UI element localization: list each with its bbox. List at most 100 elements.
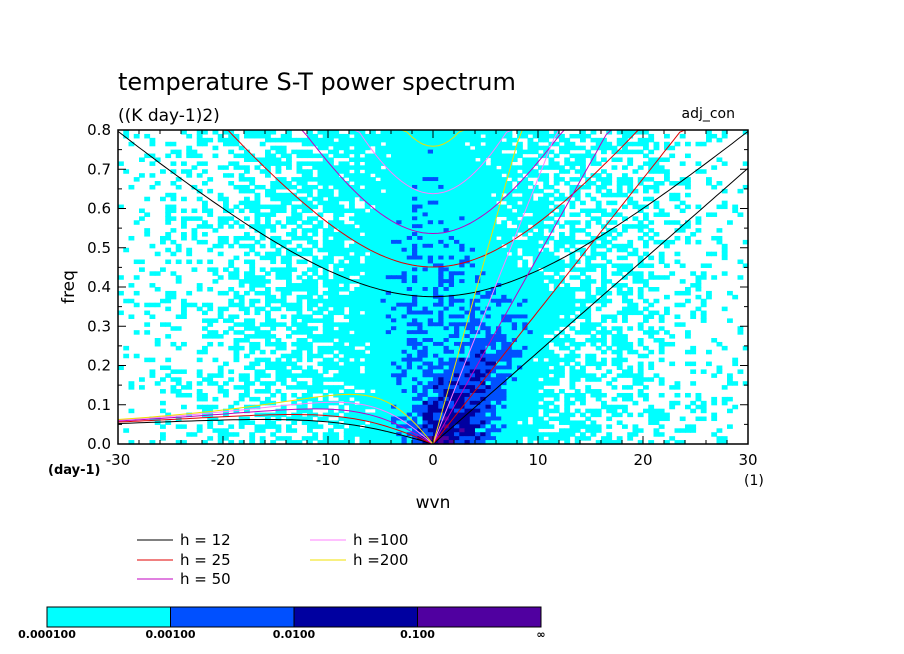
contour-cell <box>265 294 271 300</box>
contour-cell <box>391 353 397 359</box>
contour-cell <box>569 251 576 257</box>
contour-cell <box>648 330 655 335</box>
contour-cell <box>454 404 460 410</box>
contour-cell <box>359 338 366 343</box>
contour-cell <box>506 338 513 343</box>
contour-cell <box>496 196 502 202</box>
contour-cell <box>543 145 550 151</box>
contour-cell <box>375 165 382 170</box>
contour-cell <box>249 263 256 268</box>
contour-cell <box>401 389 408 394</box>
contour-cell <box>385 353 392 359</box>
contour-cell <box>543 255 550 261</box>
contour-cell <box>380 310 387 316</box>
contour-cell <box>485 184 492 190</box>
contour-cell <box>527 200 534 206</box>
contour-cell <box>322 141 329 147</box>
contour-cell <box>501 330 508 335</box>
contour-cell <box>417 389 424 394</box>
contour-cell <box>553 353 560 359</box>
contour-cell <box>286 259 292 265</box>
contour-cell <box>433 192 439 198</box>
contour-cell <box>375 141 382 147</box>
contour-cell <box>123 130 130 135</box>
contour-cell <box>422 153 429 159</box>
contour-cell <box>664 220 670 225</box>
contour-cell <box>580 133 586 139</box>
contour-cell <box>160 365 166 371</box>
contour-cell <box>511 243 518 249</box>
contour-cell <box>343 287 350 292</box>
contour-cell <box>653 200 660 206</box>
contour-cell <box>475 310 481 316</box>
contour-cell <box>490 137 497 143</box>
contour-cell <box>548 357 555 363</box>
contour-cell <box>364 338 371 343</box>
contour-cell <box>611 271 618 276</box>
contour-cell <box>480 326 487 331</box>
contour-cell <box>312 137 319 143</box>
contour-cell <box>307 294 313 300</box>
contour-cell <box>338 177 345 182</box>
contour-cell <box>385 228 392 233</box>
contour-cell <box>338 212 345 217</box>
contour-cell <box>459 396 466 402</box>
contour-cell <box>496 287 502 292</box>
contour-cell <box>685 392 691 398</box>
contour-cell <box>464 169 471 174</box>
contour-cell <box>464 157 471 162</box>
contour-cell <box>574 161 581 166</box>
contour-cell <box>406 412 413 418</box>
contour-cell <box>490 400 497 406</box>
contour-cell <box>280 239 287 245</box>
contour-cell <box>506 130 513 135</box>
contour-cell <box>490 283 497 288</box>
contour-cell <box>427 385 434 390</box>
contour-cell <box>364 145 371 151</box>
contour-cell <box>175 345 182 351</box>
contour-cell <box>459 271 466 276</box>
contour-cell <box>354 416 361 422</box>
contour-cell <box>223 196 229 202</box>
contour-cell <box>301 385 308 390</box>
contour-cell <box>223 165 229 170</box>
contour-cell <box>506 334 513 339</box>
contour-cell <box>391 377 397 382</box>
contour-cell <box>490 212 497 217</box>
contour-cell <box>385 322 392 327</box>
contour-cell <box>280 161 287 166</box>
contour-cell <box>301 330 308 335</box>
contour-cell <box>364 357 371 363</box>
contour-cell <box>286 275 292 280</box>
contour-cell <box>616 373 623 378</box>
contour-cell <box>674 204 681 210</box>
contour-cell <box>233 161 240 166</box>
contour-cell <box>359 334 366 339</box>
contour-cell <box>517 145 523 151</box>
contour-cell <box>475 392 481 398</box>
contour-cell <box>527 173 534 178</box>
contour-cell <box>475 137 481 143</box>
contour-cell <box>312 184 319 190</box>
contour-cell <box>307 169 313 174</box>
contour-cell <box>496 184 502 190</box>
contour-cell <box>569 165 576 170</box>
contour-cell <box>627 310 634 316</box>
contour-cell <box>616 338 623 343</box>
contour-cell <box>564 400 571 406</box>
contour-cell <box>496 408 502 414</box>
contour-cell <box>438 137 445 143</box>
contour-cell <box>438 392 445 398</box>
contour-cell <box>606 408 613 414</box>
contour-cell <box>412 392 418 398</box>
contour-cell <box>517 220 523 225</box>
contour-cell <box>244 232 250 237</box>
contour-cell <box>338 161 345 166</box>
contour-cell <box>286 255 292 261</box>
contour-cell <box>427 389 434 394</box>
contour-cell <box>574 192 581 198</box>
contour-cell <box>317 310 324 316</box>
contour-cell <box>207 224 214 229</box>
contour-cell <box>700 404 707 410</box>
contour-cell <box>401 224 408 229</box>
